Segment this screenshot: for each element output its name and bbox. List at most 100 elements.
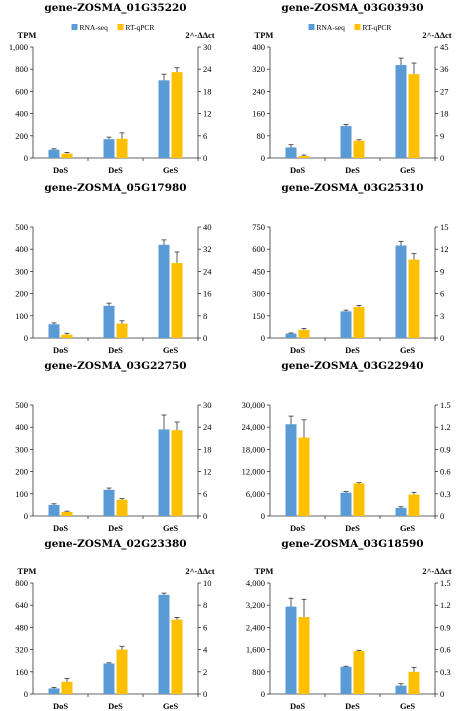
bar-rna-seq (340, 492, 352, 516)
y-tick-label: 160 (252, 109, 265, 119)
bar-rna-seq (103, 489, 115, 516)
y-tick-label: 12,000 (242, 467, 265, 477)
y-tick-label: 600 (252, 244, 265, 254)
y2-tick-label: 32 (203, 244, 212, 254)
y-tick-label: 150 (252, 311, 265, 321)
bar-rt-qpcr (408, 494, 420, 516)
bar-rna-seq (395, 245, 407, 338)
y2-tick-label: 6 (203, 489, 207, 499)
y-tick-label: 1,000 (9, 42, 28, 52)
bar-rna-seq (48, 324, 60, 338)
chart-title: gene-ZOSMA_03G25310 (281, 182, 423, 195)
y-tick-label: 200 (15, 131, 28, 141)
y2-tick-label: 0 (440, 153, 444, 163)
y-tick-label: 0 (261, 511, 265, 521)
y2-tick-label: 3 (440, 311, 444, 321)
category-label: DoS (290, 523, 305, 533)
category-label: DeS (108, 701, 123, 711)
bar-rna-seq (395, 507, 407, 516)
bar-rt-qpcr (171, 430, 183, 516)
chart-panel: gene-ZOSMA_03G22940 0 6,000 12,000 18,000 24,… (242, 360, 451, 533)
category-label: GeS (400, 523, 415, 533)
bar-rna-seq (103, 305, 115, 338)
y2-tick-label: 12 (203, 467, 212, 477)
bar-rna-seq (285, 424, 297, 516)
y-tick-label: 240 (252, 86, 265, 96)
bar-rna-seq (48, 504, 60, 516)
y2-tick-label: 12 (440, 244, 449, 254)
bar-rna-seq (285, 147, 297, 158)
y-tick-label: 400 (15, 109, 28, 119)
y-tick-label: 400 (15, 422, 28, 432)
y-tick-label: 100 (15, 311, 28, 321)
bar-rt-qpcr (171, 263, 183, 338)
y-tick-label: 750 (252, 222, 265, 232)
category-label: DoS (290, 345, 305, 355)
category-label: GeS (163, 345, 178, 355)
y2-tick-label: 1.5 (440, 578, 451, 588)
y-tick-label: 300 (15, 444, 28, 454)
y2-tick-label: 30 (203, 400, 212, 410)
bar-rna-seq (103, 139, 115, 158)
y2-tick-label: 24 (203, 266, 212, 276)
y-tick-label: 0 (24, 153, 28, 163)
y2-tick-label: 6 (203, 131, 207, 141)
bar-rna-seq (103, 663, 115, 694)
y2-tick-label: 10 (203, 578, 212, 588)
category-label: DoS (53, 165, 68, 175)
y-tick-label: 450 (252, 266, 265, 276)
bar-rna-seq (158, 429, 170, 516)
bar-rt-qpcr (171, 72, 183, 158)
y2-tick-label: 0 (203, 511, 207, 521)
category-label: DeS (345, 701, 360, 711)
category-label: DoS (53, 345, 68, 355)
y-tick-label: 0 (261, 153, 265, 163)
y-tick-label: 0 (24, 689, 28, 699)
y-tick-label: 800 (15, 578, 28, 588)
bar-rt-qpcr (116, 499, 128, 516)
y2-tick-label: 0.9 (440, 622, 451, 632)
y-tick-label: 480 (15, 622, 28, 632)
y2-tick-label: 40 (203, 222, 212, 232)
chart-title: gene-ZOSMA_03G18590 (281, 538, 423, 551)
y-tick-label: 24,000 (242, 422, 265, 432)
legend-swatch (71, 24, 78, 30)
bar-rt-qpcr (298, 437, 310, 516)
y-tick-label: 200 (15, 467, 28, 477)
legend-swatch (354, 24, 361, 30)
y2-tick-label: 30 (203, 42, 212, 52)
y-tick-label: 18,000 (242, 444, 265, 454)
legend-swatch (117, 24, 124, 30)
bar-rna-seq (158, 594, 170, 694)
chart-panel: gene-ZOSMA_03G22750 0 100 200 300 400 500 0 6 12 1… (15, 360, 212, 533)
bar-rna-seq (395, 65, 407, 158)
chart-title: gene-ZOSMA_03G22940 (281, 360, 423, 373)
category-label: DeS (108, 523, 123, 533)
chart-title: gene-ZOSMA_01G35220 (44, 2, 186, 15)
legend-swatch (308, 24, 315, 30)
y-tick-label: 300 (252, 289, 265, 299)
category-label: DeS (108, 345, 123, 355)
bar-rt-qpcr (353, 483, 365, 516)
y2-tick-label: 0.6 (440, 467, 451, 477)
bar-rt-qpcr (353, 306, 365, 338)
y-tick-label: 400 (252, 42, 265, 52)
bar-rt-qpcr (61, 511, 73, 516)
bar-rt-qpcr (298, 617, 310, 694)
y2-tick-label: 18 (203, 444, 212, 454)
y2-axis-label: 2^-ΔΔct (185, 30, 214, 40)
category-label: DeS (345, 523, 360, 533)
y2-tick-label: 16 (203, 289, 212, 299)
category-label: GeS (400, 165, 415, 175)
bar-rt-qpcr (61, 334, 73, 338)
category-label: GeS (163, 701, 178, 711)
bar-rt-qpcr (61, 153, 73, 158)
y-tick-label: 3,200 (246, 600, 265, 610)
chart-panel: gene-ZOSMA_03G18590 TPM 2^-ΔΔct 0 800 1,600 2,… (246, 538, 452, 711)
chart-panel: gene-ZOSMA_03G03930 TPM 2^-ΔΔct RNA-seq RT-q… (252, 2, 452, 175)
y-axis-label: TPM (255, 566, 274, 576)
y2-tick-label: 18 (203, 86, 212, 96)
chart-title: gene-ZOSMA_03G22750 (44, 360, 186, 373)
